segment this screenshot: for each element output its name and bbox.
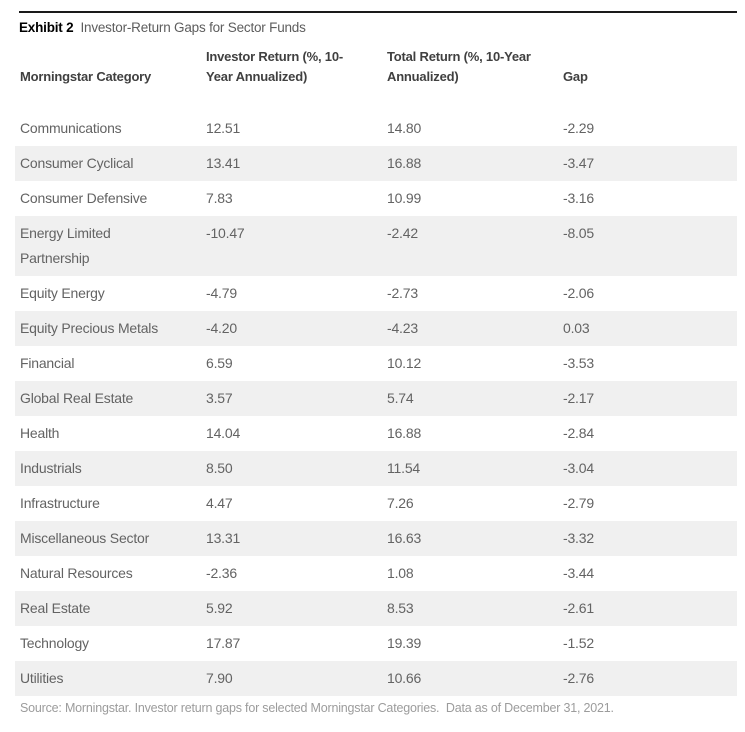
total-return-cell: -2.73 xyxy=(387,285,418,301)
column-header-category: Morningstar Category xyxy=(20,69,152,84)
investor-return-cell: 17.87 xyxy=(206,635,241,651)
table-row: Miscellaneous Sector 13.31 16.63 -3.32 xyxy=(15,521,737,556)
table-row: Equity Precious Metals -4.20 -4.23 0.03 xyxy=(15,311,737,346)
exhibit-label: Exhibit 2 xyxy=(19,20,74,35)
category-cell: Miscellaneous Sector xyxy=(20,530,150,546)
gap-cell: -2.29 xyxy=(563,120,594,136)
table-row: Technology 17.87 19.39 -1.52 xyxy=(15,626,737,661)
gap-cell: -8.05 xyxy=(563,225,594,241)
gap-cell: -3.44 xyxy=(563,565,594,581)
gap-cell: -2.61 xyxy=(563,600,594,616)
total-return-cell: -2.42 xyxy=(387,225,418,241)
investor-return-cell: 7.83 xyxy=(206,190,233,206)
category-cell: Equity Energy xyxy=(20,285,105,301)
source-note: Source: Morningstar. Investor return gap… xyxy=(20,701,614,715)
gap-cell: -3.32 xyxy=(563,530,594,546)
table-row: Consumer Defensive 7.83 10.99 -3.16 xyxy=(15,181,737,216)
investor-return-cell: 12.51 xyxy=(206,120,241,136)
table-row: Utilities 7.90 10.66 -2.76 xyxy=(15,661,737,696)
category-cell: Global Real Estate xyxy=(20,390,134,406)
gap-cell: -2.79 xyxy=(563,495,594,511)
category-cell: Financial xyxy=(20,355,75,371)
category-cell: Technology xyxy=(20,635,89,651)
investor-return-cell: 3.57 xyxy=(206,390,233,406)
top-divider-rule xyxy=(19,11,737,13)
column-header-investor-return: Investor Return (%, 10- Year Annualized) xyxy=(206,49,343,84)
category-cell: Health xyxy=(20,425,60,441)
table-row: Global Real Estate 3.57 5.74 -2.17 xyxy=(15,381,737,416)
investor-return-cell: 7.90 xyxy=(206,670,233,686)
exhibit-title: Investor-Return Gaps for Sector Funds xyxy=(80,20,306,35)
total-return-cell: 11.54 xyxy=(387,460,420,476)
table-row: Health 14.04 16.88 -2.84 xyxy=(15,416,737,451)
category-cell: Utilities xyxy=(20,670,64,686)
table-row: Energy Limited Partnership -10.47 -2.42 … xyxy=(15,216,737,276)
table-row: Natural Resources -2.36 1.08 -3.44 xyxy=(15,556,737,591)
table-header-row: Morningstar Category Investor Return (%,… xyxy=(15,47,737,87)
table-row: Industrials 8.50 11.54 -3.04 xyxy=(15,451,737,486)
column-header-gap: Gap xyxy=(563,69,588,84)
gap-cell: -3.16 xyxy=(563,190,594,206)
category-cell: Equity Precious Metals xyxy=(20,320,158,336)
category-cell: Infrastructure xyxy=(20,495,100,511)
category-cell: Consumer Cyclical xyxy=(20,155,134,171)
table-row: Equity Energy -4.79 -2.73 -2.06 xyxy=(15,276,737,311)
total-return-cell: 14.80 xyxy=(387,120,422,136)
gap-cell: -2.76 xyxy=(563,670,594,686)
investor-return-cell: 8.50 xyxy=(206,460,233,476)
investor-return-cell: 4.47 xyxy=(206,495,233,511)
gap-cell: -2.84 xyxy=(563,425,594,441)
category-cell: Industrials xyxy=(20,460,82,476)
investor-return-cell: 5.92 xyxy=(206,600,233,616)
exhibit-title-bar: Exhibit 2 Investor-Return Gaps for Sector… xyxy=(15,19,737,37)
table-row: Infrastructure 4.47 7.26 -2.79 xyxy=(15,486,737,521)
investor-return-cell: 6.59 xyxy=(206,355,233,371)
total-return-cell: 7.26 xyxy=(387,495,414,511)
gap-cell: -2.06 xyxy=(563,285,594,301)
table-row: Communications 12.51 14.80 -2.29 xyxy=(15,111,737,146)
table-row: Consumer Cyclical 13.41 16.88 -3.47 xyxy=(15,146,737,181)
gap-cell: -3.47 xyxy=(563,155,594,171)
total-return-cell: 10.66 xyxy=(387,670,422,686)
category-cell: Natural Resources xyxy=(20,565,133,581)
gap-cell: 0.03 xyxy=(563,320,590,336)
table-row: Real Estate 5.92 8.53 -2.61 xyxy=(15,591,737,626)
table-row: Financial 6.59 10.12 -3.53 xyxy=(15,346,737,381)
gap-cell: -1.52 xyxy=(563,635,594,651)
investor-return-cell: 13.31 xyxy=(206,530,241,546)
total-return-cell: 5.74 xyxy=(387,390,414,406)
total-return-cell: 16.63 xyxy=(387,530,422,546)
investor-return-cell: -4.79 xyxy=(206,285,237,301)
gap-cell: -3.53 xyxy=(563,355,594,371)
total-return-cell: 16.88 xyxy=(387,155,422,171)
total-return-cell: 1.08 xyxy=(387,565,414,581)
total-return-cell: -4.23 xyxy=(387,320,418,336)
investor-return-cell: 13.41 xyxy=(206,155,241,171)
category-cell: Communications xyxy=(20,120,122,136)
total-return-cell: 16.88 xyxy=(387,425,422,441)
category-cell: Real Estate xyxy=(20,600,91,616)
investor-return-cell: -2.36 xyxy=(206,565,237,581)
column-header-total-return: Total Return (%, 10-Year Annualized) xyxy=(387,49,531,84)
category-cell: Energy Limited Partnership xyxy=(20,225,111,266)
total-return-cell: 19.39 xyxy=(387,635,422,651)
category-cell: Consumer Defensive xyxy=(20,190,148,206)
investor-return-cell: -4.20 xyxy=(206,320,237,336)
investor-return-cell: 14.04 xyxy=(206,425,241,441)
exhibit-table-container: Exhibit 2 Investor-Return Gaps for Sector… xyxy=(15,0,737,716)
total-return-cell: 8.53 xyxy=(387,600,414,616)
gap-cell: -2.17 xyxy=(563,390,594,406)
total-return-cell: 10.12 xyxy=(387,355,422,371)
investor-return-cell: -10.47 xyxy=(206,225,245,241)
total-return-cell: 10.99 xyxy=(387,190,422,206)
gap-cell: -3.04 xyxy=(563,460,594,476)
